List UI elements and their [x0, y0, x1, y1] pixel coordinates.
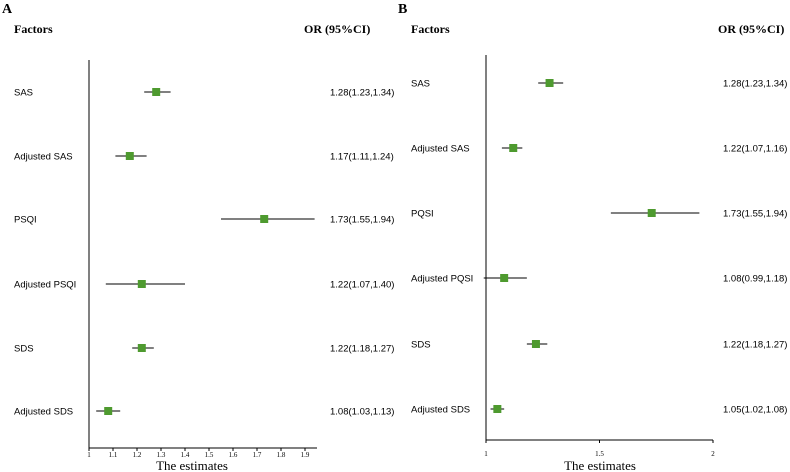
panel-a-point-marker	[137, 280, 146, 288]
panel-a-x-tick-label: 1	[87, 451, 91, 459]
panel-b-point-marker	[545, 79, 554, 87]
panel-a-x-tick-label: 1.2	[133, 451, 142, 459]
panel-a-x-tick-label: 1.6	[229, 451, 238, 459]
panel-a-or-header: OR (95%CI)	[304, 22, 370, 36]
panel-a-x-tick-label: 1.1	[109, 451, 118, 459]
panel-b-row-label: Adjusted SDS	[411, 405, 470, 416]
panel-b-row-label: PQSI	[411, 209, 434, 220]
panel-b-or-header: OR (95%CI)	[718, 22, 784, 36]
panel-b-or-value: 1.73(1.55,1.94)	[723, 209, 787, 220]
panel-a-row-label: SAS	[14, 88, 33, 99]
panel-b-or-value: 1.22(1.07,1.16)	[723, 144, 787, 155]
panel-b-or-value: 1.05(1.02,1.08)	[723, 405, 787, 416]
panel-b-point-marker	[531, 340, 540, 348]
panel-a-x-axis-title: The estimates	[156, 458, 228, 472]
panel-a-x-tick-label: 1.9	[301, 451, 310, 459]
panel-a-letter: A	[2, 2, 13, 17]
panel-b-factors-header: Factors	[411, 22, 450, 36]
panel-b-plot: 1 1.5 2 SAS 1.28(1.23,1.34) Adjusted SAS 1.22(…	[411, 55, 787, 458]
panel-b-row-label: Adjusted PQSI	[411, 274, 473, 285]
panel-a-x-tick-label: 1.8	[277, 451, 286, 459]
panel-a-point-marker	[137, 344, 146, 352]
panel-b-letter: B	[398, 2, 407, 17]
panel-a-factors-header: Factors	[14, 22, 53, 36]
panel-a-x-tick-label: 1.3	[157, 451, 166, 459]
panel-b-point-marker	[647, 209, 656, 217]
panel-a-or-value: 1.17(1.11,1.24)	[330, 152, 394, 163]
panel-b-row-label: SAS	[411, 79, 430, 90]
panel-b-x-tick-label: 1	[484, 450, 488, 458]
panel-b-or-value: 1.08(0.99,1.18)	[723, 274, 787, 285]
panel-a-row-label: Adjusted SDS	[14, 407, 73, 418]
panel-b-row-label: SDS	[411, 340, 431, 351]
panel-b-x-axis-title: The estimates	[564, 458, 636, 472]
panel-a-row-label: Adjusted PSQI	[14, 280, 76, 291]
panel-b-point-marker	[500, 274, 509, 282]
panel-b-row-label: Adjusted SAS	[411, 144, 470, 155]
panel-a-plot: 1 1.1 1.2 1.3 1.4 1.5 1.6 1.7 1.8 1.9 SAS 1.28(1.23…	[14, 60, 394, 459]
panel-a-or-value: 1.28(1.23,1.34)	[330, 88, 394, 99]
panel-a-row-label: PSQI	[14, 215, 37, 226]
panel-b-or-value: 1.28(1.23,1.34)	[723, 79, 787, 90]
panel-b-point-marker	[509, 144, 518, 152]
panel-a-or-value: 1.08(1.03,1.13)	[330, 407, 394, 418]
panel-a-x-tick-label: 1.5	[205, 451, 214, 459]
panel-a-x-tick-label: 1.7	[253, 451, 262, 459]
panel-a-or-value: 1.22(1.07,1.40)	[330, 280, 394, 291]
panel-b-x-tick-label: 2	[711, 450, 715, 458]
panel-a-or-value: 1.22(1.18,1.27)	[330, 344, 394, 355]
panel-a-row-label: Adjusted SAS	[14, 152, 73, 163]
panel-a-row-label: SDS	[14, 344, 34, 355]
panel-a-x-tick-label: 1.4	[181, 451, 190, 459]
panel-a-point-marker	[125, 152, 134, 160]
panel-b-x-tick-label: 1.5	[595, 450, 604, 458]
panel-a-point-marker	[260, 215, 269, 223]
panel-a-point-marker	[104, 407, 113, 415]
panel-a-or-value: 1.73(1.55,1.94)	[330, 215, 394, 226]
panel-a-point-marker	[152, 88, 161, 96]
panel-b-or-value: 1.22(1.18,1.27)	[723, 340, 787, 351]
panel-b-point-marker	[493, 405, 502, 413]
